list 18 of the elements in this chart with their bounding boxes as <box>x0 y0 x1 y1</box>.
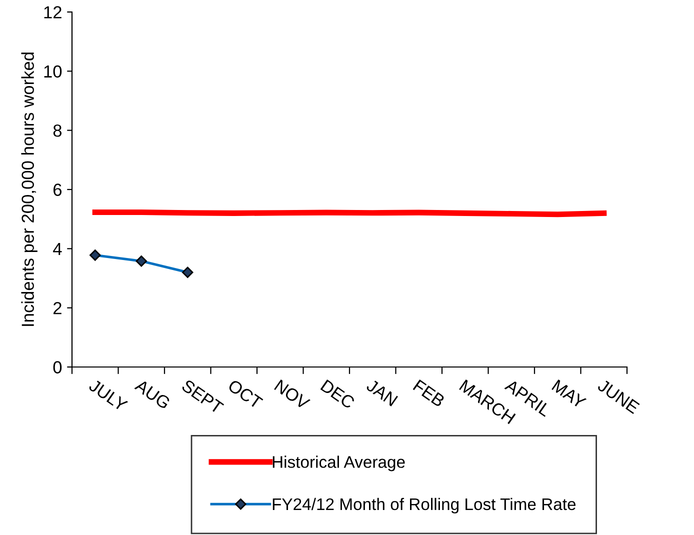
legend-label: FY24/12 Month of Rolling Lost Time Rate <box>272 498 576 514</box>
x-tick-label: NOV <box>274 379 311 410</box>
legend-label: Historical Average <box>272 456 405 472</box>
x-tick-label: MAY <box>552 379 587 410</box>
x-tick-label: AUG <box>134 378 171 410</box>
y-tick-label: 12 <box>44 6 62 18</box>
y-tick-label: 10 <box>44 65 62 78</box>
y-tick-label: 6 <box>54 184 62 196</box>
y-tick-label: 2 <box>53 302 62 314</box>
y-tick-label: 0 <box>53 361 62 374</box>
y-tick-label: 4 <box>53 243 62 255</box>
x-tick-label: JULY <box>88 378 128 412</box>
y-axis-title: Incidents per 200,000 hours worked <box>21 52 38 326</box>
x-tick-label: DEC <box>320 379 356 410</box>
x-tick-label: OCT <box>227 378 264 410</box>
y-tick-label: 8 <box>53 124 62 137</box>
x-tick-label: FEB <box>412 379 446 408</box>
x-tick-label: JAN <box>366 378 398 407</box>
